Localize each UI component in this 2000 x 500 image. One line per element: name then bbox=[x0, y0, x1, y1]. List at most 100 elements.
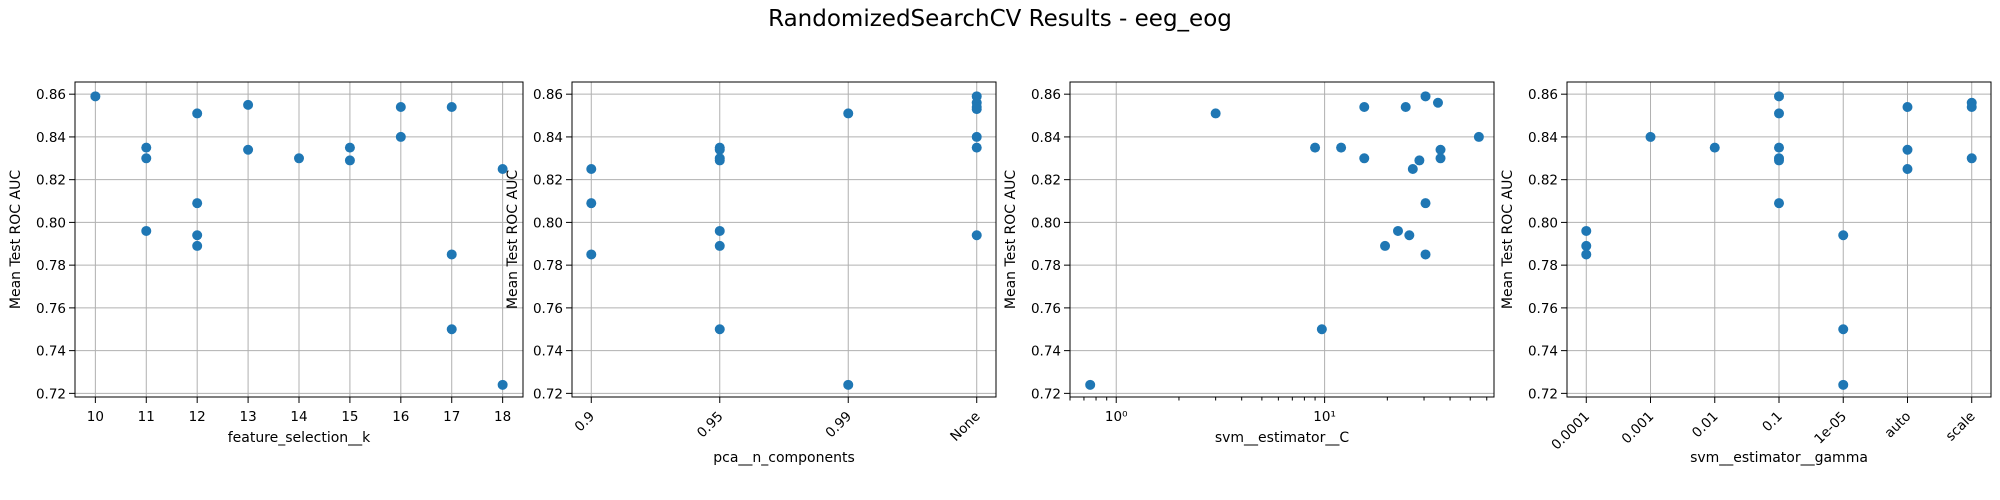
data-point bbox=[1316, 324, 1327, 335]
x-tick-label: 0.01 bbox=[1689, 409, 1722, 442]
y-tick-label: 0.78 bbox=[1031, 258, 1061, 274]
data-point bbox=[1838, 379, 1849, 390]
y-tick-label: 0.86 bbox=[1031, 87, 1061, 103]
y-tick-label: 0.82 bbox=[1528, 173, 1558, 189]
data-point bbox=[141, 142, 152, 153]
data-point bbox=[1902, 144, 1913, 155]
data-point bbox=[395, 131, 406, 142]
data-point bbox=[1420, 249, 1431, 260]
y-tick-label: 0.76 bbox=[36, 301, 66, 317]
data-point bbox=[1085, 379, 1096, 390]
y-tick-label: 0.80 bbox=[533, 215, 563, 231]
data-point bbox=[971, 104, 982, 115]
data-point bbox=[1435, 144, 1446, 155]
data-point bbox=[714, 144, 725, 155]
figure-title: RandomizedSearchCV Results - eeg_eog bbox=[768, 6, 1232, 32]
y-tick-label: 0.72 bbox=[36, 386, 66, 402]
data-point bbox=[497, 379, 508, 390]
x-axis-label: svm__estimator__gamma bbox=[1690, 450, 1868, 466]
data-point bbox=[1336, 142, 1347, 153]
y-tick-label: 0.72 bbox=[1031, 386, 1061, 402]
x-tick-label: 0.1 bbox=[1759, 409, 1786, 436]
y-tick-label: 0.82 bbox=[533, 173, 563, 189]
data-point bbox=[1404, 230, 1415, 241]
x-axis-label: pca__n_components bbox=[713, 450, 855, 466]
data-point bbox=[971, 230, 982, 241]
x-tick-label: None bbox=[947, 409, 983, 445]
y-tick-label: 0.74 bbox=[1528, 344, 1558, 360]
y-tick-label: 0.86 bbox=[36, 87, 66, 103]
data-point bbox=[192, 108, 203, 119]
data-point bbox=[1432, 97, 1443, 108]
data-point bbox=[1435, 153, 1446, 164]
y-tick-label: 0.80 bbox=[1031, 215, 1061, 231]
data-point bbox=[1902, 102, 1913, 113]
x-tick-label: 10⁰ bbox=[1105, 409, 1128, 425]
y-tick-label: 0.86 bbox=[1528, 87, 1558, 103]
data-point bbox=[1359, 102, 1370, 113]
chart-panel-4: 0.0001 0.001 0.01 0.1 1e-05 auto scale 0.72 0.74… bbox=[1500, 81, 1992, 466]
data-point bbox=[1407, 163, 1418, 174]
data-point bbox=[1774, 91, 1784, 102]
data-point bbox=[714, 240, 725, 251]
data-point bbox=[586, 249, 597, 260]
data-point bbox=[1709, 142, 1720, 153]
data-point bbox=[1838, 230, 1849, 241]
data-point bbox=[446, 249, 457, 260]
data-point bbox=[1473, 131, 1484, 142]
data-point bbox=[586, 198, 597, 209]
x-tick-label: 0.99 bbox=[822, 409, 855, 442]
y-tick-label: 0.74 bbox=[36, 344, 66, 360]
x-tick-label: 0.0001 bbox=[1548, 409, 1593, 454]
y-tick-label: 0.86 bbox=[533, 87, 563, 103]
y-tick-label: 0.76 bbox=[533, 301, 563, 317]
data-point bbox=[714, 225, 725, 236]
data-point bbox=[395, 102, 406, 113]
y-tick-label: 0.84 bbox=[1528, 130, 1558, 146]
x-tick-label: 14 bbox=[290, 409, 307, 425]
data-point bbox=[1774, 198, 1784, 209]
x-tick-label: 11 bbox=[138, 409, 155, 425]
y-axis-label: Mean Test ROC AUC bbox=[505, 170, 521, 309]
data-point bbox=[1581, 240, 1592, 251]
x-tick-label: 1e-05 bbox=[1811, 409, 1850, 448]
chart-panel-3: 10⁰ 10¹ 0.72 0.74 0.76 0.78 0.80 0.82 0.84 0.86 sv… bbox=[1003, 81, 1495, 446]
y-tick-label: 0.78 bbox=[533, 258, 563, 274]
data-point bbox=[843, 379, 854, 390]
data-point bbox=[1838, 324, 1849, 335]
chart-panel-1: 10 11 12 13 14 15 16 17 18 0.72 0.74 0.76 0.78 0.80 0.… bbox=[8, 81, 524, 446]
x-tick-label: 0.9 bbox=[572, 409, 599, 436]
data-point bbox=[1774, 155, 1784, 166]
x-tick-label: 13 bbox=[239, 409, 256, 425]
data-point bbox=[1420, 91, 1431, 102]
data-point bbox=[192, 198, 203, 209]
data-point bbox=[1581, 249, 1592, 260]
data-point bbox=[294, 153, 304, 164]
data-point bbox=[446, 102, 457, 113]
data-point bbox=[1359, 153, 1370, 164]
data-point bbox=[1420, 198, 1431, 209]
y-tick-label: 0.76 bbox=[1031, 301, 1061, 317]
y-tick-label: 0.72 bbox=[1528, 386, 1558, 402]
axes-frame bbox=[1069, 81, 1495, 398]
data-point bbox=[90, 91, 101, 102]
x-tick-label: scale bbox=[1943, 409, 1979, 445]
data-point bbox=[971, 131, 982, 142]
x-axis-label: svm__estimator__C bbox=[1215, 430, 1350, 446]
axes-frame bbox=[571, 81, 997, 398]
y-tick-label: 0.78 bbox=[36, 258, 66, 274]
data-point bbox=[1774, 108, 1784, 119]
data-point bbox=[141, 153, 152, 164]
data-point bbox=[192, 240, 203, 251]
y-tick-label: 0.78 bbox=[1528, 258, 1558, 274]
x-tick-label: 0.001 bbox=[1619, 409, 1658, 448]
data-point bbox=[1645, 131, 1656, 142]
x-tick-label: 18 bbox=[494, 409, 511, 425]
data-point bbox=[1966, 102, 1977, 113]
y-tick-label: 0.82 bbox=[36, 173, 66, 189]
data-point bbox=[497, 163, 508, 174]
y-tick-label: 0.72 bbox=[533, 386, 563, 402]
data-point bbox=[586, 163, 597, 174]
data-point bbox=[843, 108, 854, 119]
